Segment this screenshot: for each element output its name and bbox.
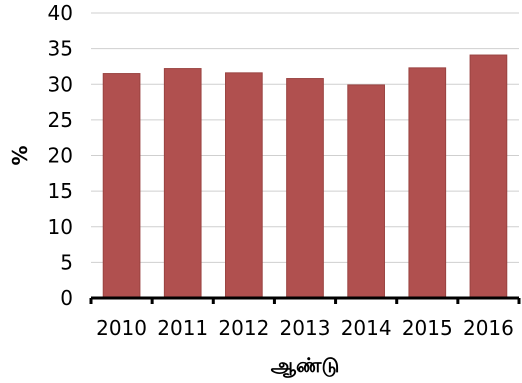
y-tick-label: 10: [48, 215, 73, 239]
y-tick-label: 5: [60, 250, 73, 274]
y-tick-label: 20: [48, 144, 73, 168]
y-axis-label: %: [8, 145, 32, 165]
bar-2015: [408, 67, 447, 299]
bar-2013: [286, 78, 324, 299]
x-tick-label: 2011: [157, 316, 208, 340]
y-tick-label: 0: [60, 286, 73, 310]
x-axis-label: ஆண்டு: [271, 353, 340, 379]
y-tick-label: 40: [48, 1, 73, 25]
x-tick-label: 2014: [341, 316, 392, 340]
x-tick-label: 2015: [402, 316, 453, 340]
x-tick-label: 2013: [280, 316, 331, 340]
bar-2014: [347, 84, 385, 299]
bars: [102, 54, 508, 299]
y-tick-labels: 0 5 10 15 20 25 30 35 40: [48, 1, 73, 310]
x-tick-label: 2012: [218, 316, 269, 340]
bar-2010: [102, 73, 141, 299]
x-tick-label: 2016: [463, 316, 514, 340]
bar-2012: [225, 72, 263, 299]
y-tick-label: 25: [48, 108, 73, 132]
axes: [89, 296, 521, 304]
x-tick-labels: 2010 2011 2012 2013 2014 2015 2016: [96, 316, 514, 340]
y-tick-label: 15: [48, 179, 73, 203]
y-tick-label: 30: [48, 72, 73, 96]
x-tick-label: 2010: [96, 316, 147, 340]
bar-2016: [469, 54, 508, 299]
y-tick-label: 35: [48, 37, 73, 61]
bar-2011: [163, 68, 202, 299]
